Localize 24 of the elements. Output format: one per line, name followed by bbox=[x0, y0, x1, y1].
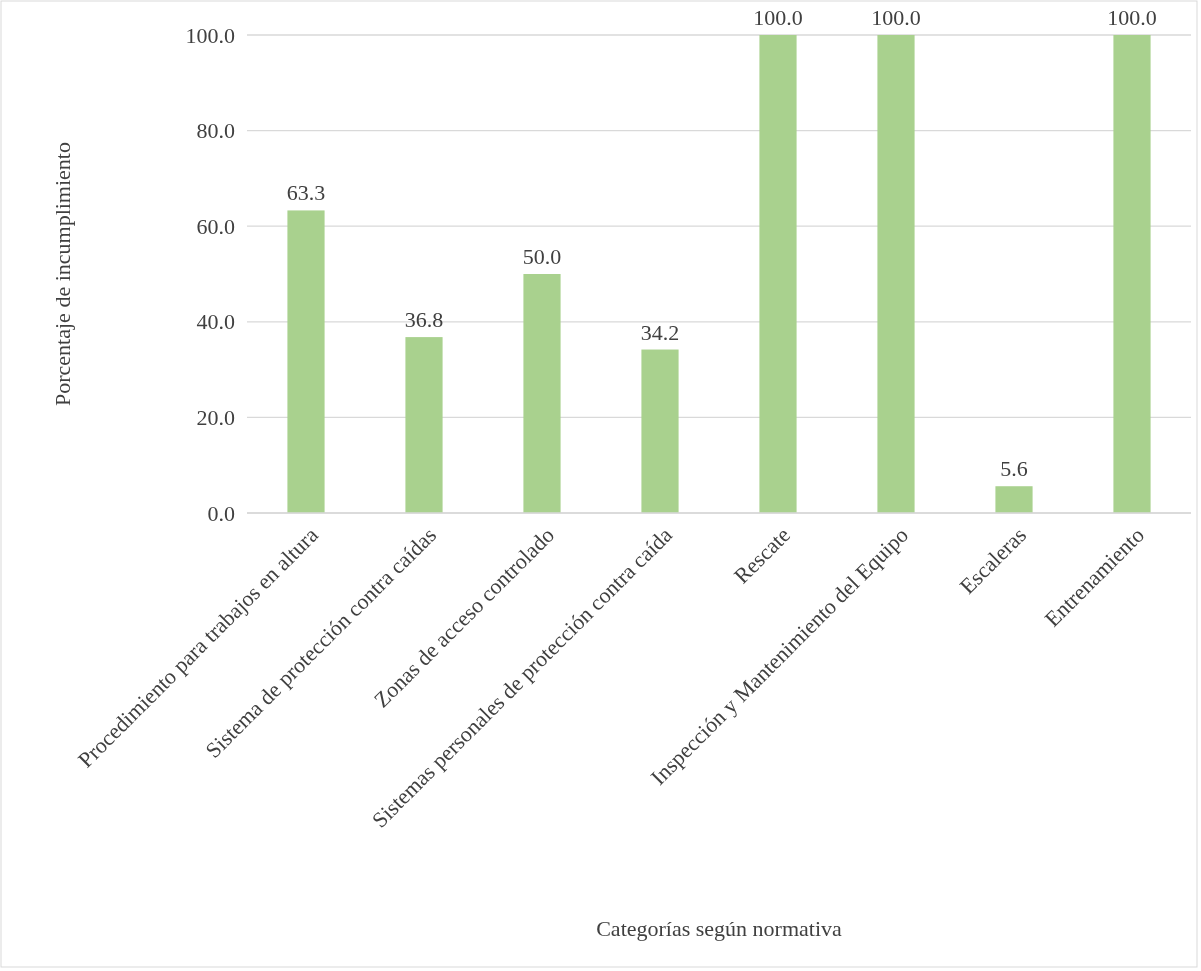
data-label: 34.2 bbox=[640, 319, 680, 345]
bar bbox=[641, 349, 679, 513]
data-label: 5.6 bbox=[1000, 456, 1028, 482]
x-axis-title: Categorías según normativa bbox=[596, 916, 843, 941]
data-label: 100.0 bbox=[871, 5, 921, 30]
bar bbox=[995, 486, 1033, 513]
y-tick-label: 80.0 bbox=[196, 118, 235, 144]
data-label: 100.0 bbox=[753, 5, 803, 30]
bar bbox=[523, 274, 561, 513]
y-tick-label: 60.0 bbox=[196, 213, 235, 239]
data-label: 36.8 bbox=[404, 307, 444, 333]
bar bbox=[287, 210, 325, 513]
y-tick-label: 100.0 bbox=[185, 22, 235, 48]
bar bbox=[1113, 35, 1151, 513]
y-tick-label: 40.0 bbox=[196, 309, 235, 335]
data-label: 100.0 bbox=[1107, 5, 1157, 30]
data-label: 50.0 bbox=[522, 244, 562, 269]
bar bbox=[759, 35, 797, 513]
y-axis-title: Porcentaje de incumplimiento bbox=[50, 142, 75, 406]
data-label: 63.3 bbox=[286, 180, 326, 206]
bar bbox=[877, 35, 915, 513]
y-tick-label: 20.0 bbox=[196, 404, 235, 430]
y-tick-label: 0.0 bbox=[207, 500, 235, 526]
bar bbox=[405, 337, 443, 513]
